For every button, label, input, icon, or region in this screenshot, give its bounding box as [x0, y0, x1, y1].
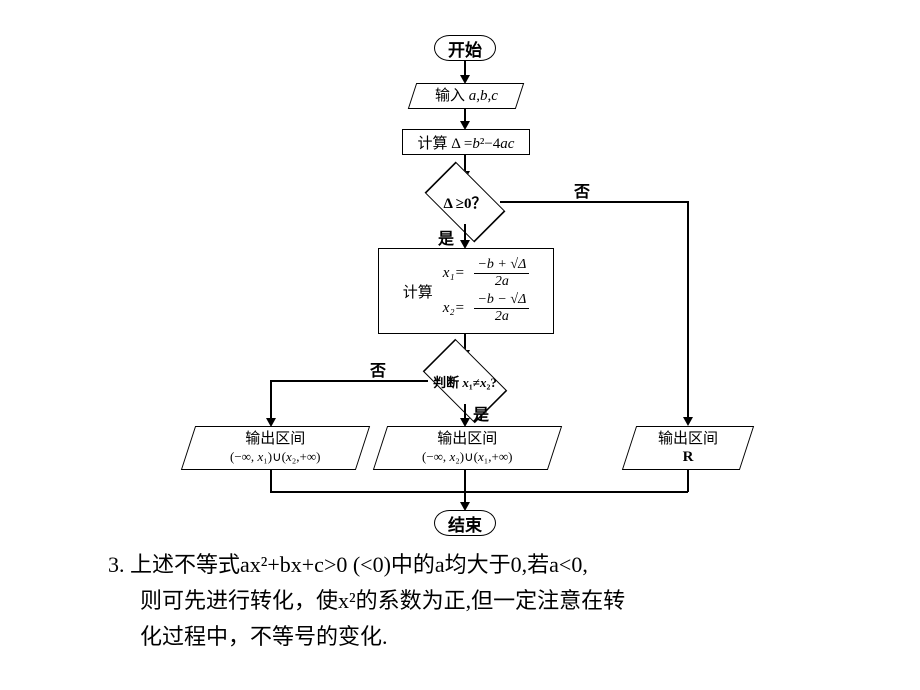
eq2-lhs: x₂= — [443, 300, 465, 317]
node-out-mid: 输出区间 (−∞, x₂)∪(x₁,+∞) — [373, 426, 562, 470]
dec2-label: 判断 x₁≠x₂? — [433, 372, 497, 391]
edge-label-yes2: 是 — [473, 401, 489, 425]
eq1-lhs: x₁= — [443, 265, 465, 282]
node-decision-delta: Δ ≥0？ — [443, 180, 487, 224]
out-mid-l1: 输出区间 — [437, 431, 497, 447]
node-decision-roots: 判断 x₁≠x₂? — [442, 358, 488, 404]
edge — [687, 201, 689, 419]
calc-prefix: 计算 — [403, 281, 433, 302]
node-end: 结束 — [434, 510, 496, 536]
edge — [270, 491, 688, 493]
out-left-l2: (−∞, x₁)∪(x₂,+∞) — [230, 449, 320, 464]
eq1-den: 2a — [492, 274, 512, 290]
note-line1: 3. 上述不等式ax²+bx+c>0 (<0)中的a均大于0,若a<0, — [108, 548, 588, 582]
node-input: 输入 a,b,c — [408, 83, 524, 109]
calc-delta-label: 计算 Δ =b²−4ac — [418, 132, 515, 153]
eq1-num: −b + √Δ — [474, 257, 529, 274]
node-calc-roots: 计算 x₁= −b + √Δ 2a x₂= −b − √Δ 2a — [378, 248, 554, 334]
edge-label-yes1: 是 — [438, 225, 454, 249]
out-left-l1: 输出区间 — [245, 431, 305, 447]
edge — [464, 470, 466, 504]
node-start: 开始 — [434, 35, 496, 61]
edge — [270, 380, 428, 382]
out-right-l1: 输出区间 — [658, 431, 718, 447]
out-mid-l2: (−∞, x₂)∪(x₁,+∞) — [422, 449, 512, 464]
edge — [500, 201, 688, 203]
node-calc-delta: 计算 Δ =b²−4ac — [402, 129, 530, 155]
dec1-label: Δ ≥0？ — [443, 192, 486, 213]
node-out-left: 输出区间 (−∞, x₁)∪(x₂,+∞) — [181, 426, 370, 470]
input-label: 输入 a,b,c — [435, 87, 498, 105]
note-line2: 则可先进行转化，使x²的系数为正,但一定注意在转 — [140, 584, 625, 618]
edge — [270, 380, 272, 420]
edge — [270, 470, 272, 492]
eq2-den: 2a — [492, 309, 512, 325]
edge-label-no2: 否 — [370, 357, 386, 381]
end-label: 结束 — [448, 511, 482, 536]
node-out-right: 输出区间 R — [622, 426, 754, 470]
out-right-l2: R — [683, 449, 694, 465]
start-label: 开始 — [448, 36, 482, 61]
note-line3: 化过程中，不等号的变化. — [140, 620, 388, 654]
edge-label-no1: 否 — [574, 178, 590, 202]
arrow — [683, 417, 693, 426]
eq2-num: −b − √Δ — [474, 292, 529, 309]
edge — [687, 470, 689, 492]
